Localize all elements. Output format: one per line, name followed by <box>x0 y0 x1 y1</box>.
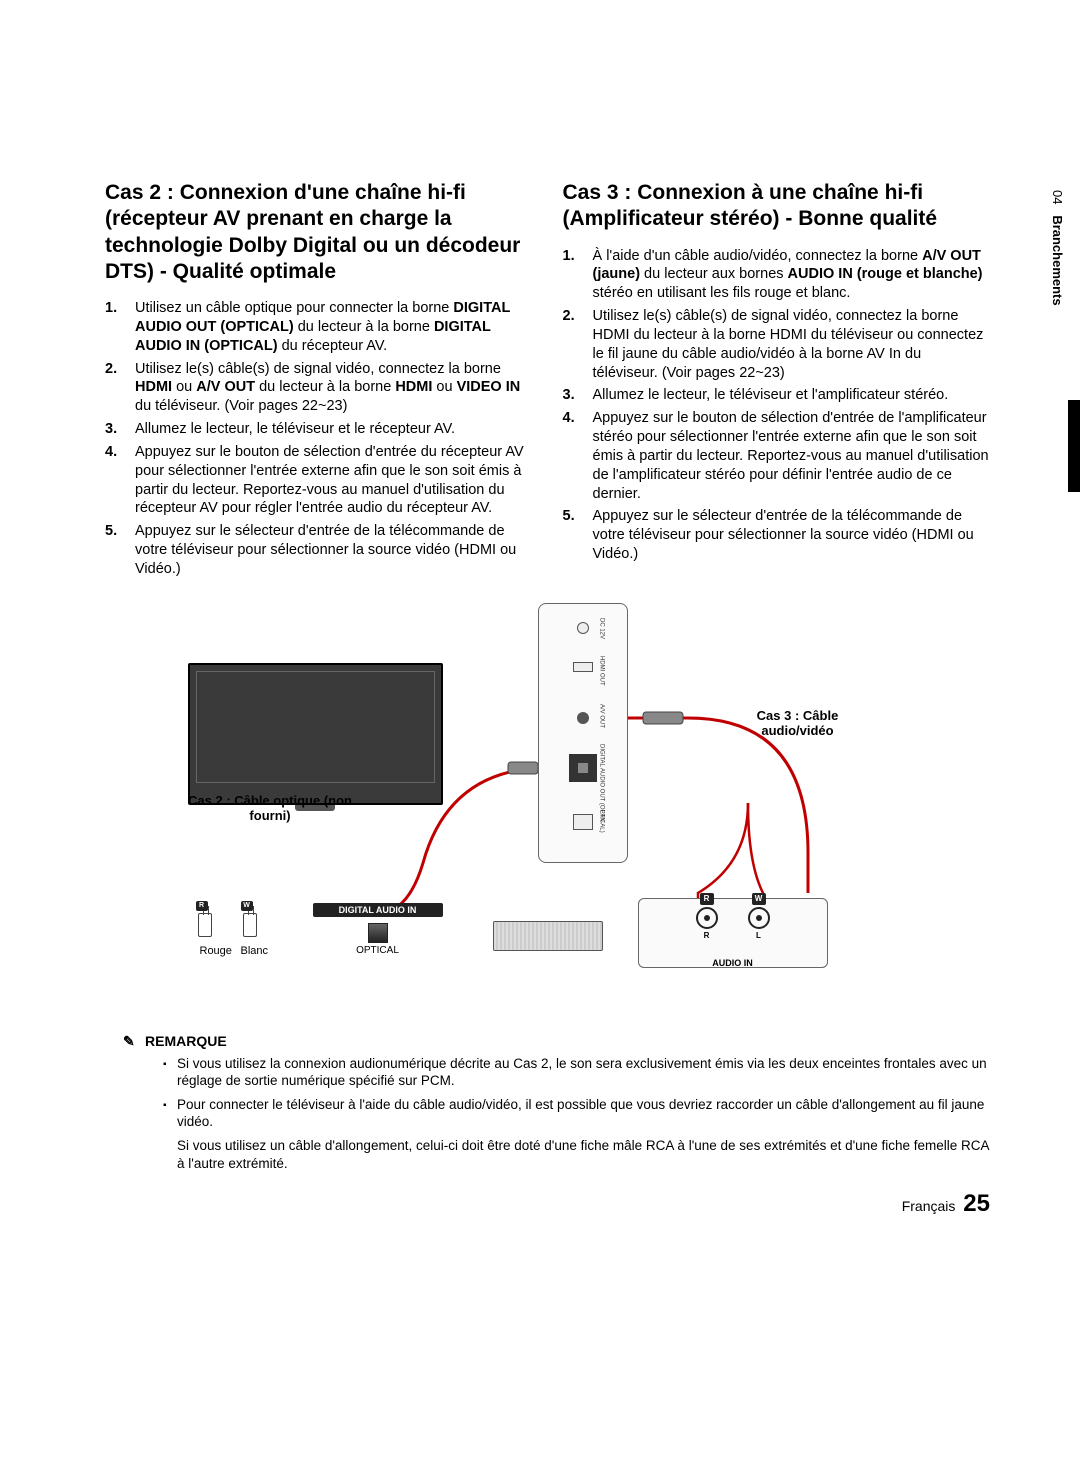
footer-lang: Français <box>902 1198 956 1214</box>
step-item: Appuyez sur le sélecteur d'entrée de la … <box>563 507 991 564</box>
remark-item: Pour connecter le téléviseur à l'aide du… <box>163 1096 990 1131</box>
step-item: Utilisez le(s) câble(s) de signal vidéo,… <box>563 307 991 382</box>
step-item: Utilisez un câble optique pour connecter… <box>105 299 533 356</box>
step-item: Appuyez sur le bouton de sélection d'ent… <box>105 443 533 518</box>
steps-cas2: Utilisez un câble optique pour connecter… <box>105 299 533 579</box>
port-label: LAN <box>599 810 605 822</box>
heading-cas2: Cas 2 : Connexion d'une chaîne hi-fi (ré… <box>105 180 533 285</box>
remark-list: Si vous utilisez la connexion audionumér… <box>145 1055 990 1131</box>
step-item: Allumez le lecteur, le téléviseur et le … <box>105 420 533 439</box>
manual-page: 04 Branchements Cas 2 : Connexion d'une … <box>0 0 1080 1278</box>
jack-tag-w: W <box>752 893 766 905</box>
jack-r <box>696 907 718 929</box>
tag-w: W <box>241 901 253 911</box>
label-optical-cable: Cas 2 : Câble optique (non fourni) <box>188 793 353 824</box>
footer-page: 25 <box>963 1190 990 1217</box>
jack-l <box>748 907 770 929</box>
port-label: HDMI OUT <box>599 656 605 686</box>
port-hdmi <box>573 662 593 672</box>
connection-diagram: DC 12V HDMI OUT A/V OUT DIGITAL AUDIO OU… <box>188 603 908 1023</box>
port-lan <box>573 814 593 830</box>
step-item: Allumez le lecteur, le téléviseur et l'a… <box>563 386 991 405</box>
stereo-amp-icon: R R W L AUDIO IN <box>638 898 828 968</box>
heading-cas3: Cas 3 : Connexion à une chaîne hi-fi (Am… <box>563 180 991 233</box>
rca-plug-red <box>198 913 212 937</box>
side-tab: 04 Branchements <box>1050 180 1080 400</box>
rca-plug-white <box>243 913 257 937</box>
port-av <box>577 712 589 724</box>
chapter-label: Branchements <box>1050 215 1065 305</box>
step-item: À l'aide d'un câble audio/vidéo, connect… <box>563 247 991 304</box>
port-dc <box>577 622 589 634</box>
jack-tag-r: R <box>700 893 714 905</box>
digital-audio-in-label: DIGITAL AUDIO IN <box>313 903 443 917</box>
step-item: Utilisez le(s) câble(s) de signal vidéo,… <box>105 360 533 417</box>
step-item: Appuyez sur le bouton de sélection d'ent… <box>563 409 991 503</box>
steps-cas3: À l'aide d'un câble audio/vidéo, connect… <box>563 247 991 565</box>
av-receiver-icon <box>493 921 603 951</box>
thumb-tab <box>1068 400 1080 492</box>
plug-label-rouge: Rouge <box>200 945 232 957</box>
column-cas2: Cas 2 : Connexion d'une chaîne hi-fi (ré… <box>105 180 533 583</box>
plug-label-blanc: Blanc <box>241 945 269 957</box>
chapter-number: 04 <box>1050 190 1065 204</box>
optical-label: OPTICAL <box>313 945 443 956</box>
remark-subtext: Si vous utilisez un câble d'allongement,… <box>145 1137 990 1172</box>
step-item: Appuyez sur le sélecteur d'entrée de la … <box>105 522 533 579</box>
tag-r: R <box>196 901 208 911</box>
column-cas3: Cas 3 : Connexion à une chaîne hi-fi (Am… <box>563 180 991 583</box>
port-label: A/V OUT <box>599 704 605 728</box>
optical-receiver-icon: DIGITAL AUDIO IN OPTICAL <box>313 903 443 961</box>
remark-heading: REMARQUE <box>145 1033 990 1049</box>
remark-block: REMARQUE Si vous utilisez la connexion a… <box>105 1033 990 1172</box>
label-av-cable: Cas 3 : Câble audio/vidéo <box>743 708 853 739</box>
player-rear-panel: DC 12V HDMI OUT A/V OUT DIGITAL AUDIO OU… <box>538 603 628 863</box>
remark-item: Si vous utilisez la connexion audionumér… <box>163 1055 990 1090</box>
port-label: DC 12V <box>599 618 605 639</box>
port-optical <box>569 754 597 782</box>
audio-in-label: AUDIO IN <box>639 958 827 968</box>
page-footer: Français 25 <box>105 1190 990 1218</box>
